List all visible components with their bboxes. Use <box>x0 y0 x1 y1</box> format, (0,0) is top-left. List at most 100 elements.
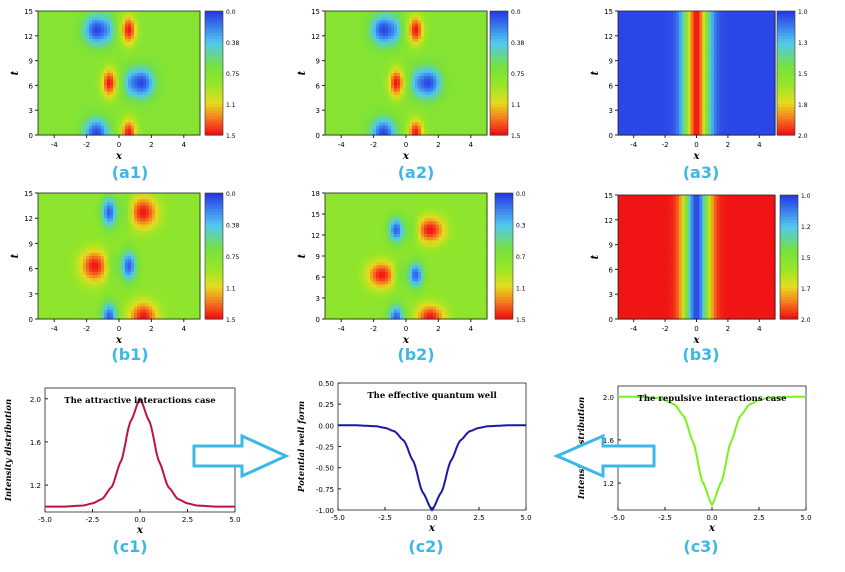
heatmap-cell <box>430 14 434 18</box>
heatmap-cell <box>409 79 413 83</box>
heatmap-cell <box>122 88 126 93</box>
heatmap-cell <box>424 66 428 71</box>
heatmap-cell <box>125 76 129 80</box>
heatmap-cell <box>370 113 374 117</box>
heatmap-cell <box>343 79 347 83</box>
heatmap-cell <box>328 23 332 28</box>
heatmap-cell <box>337 125 341 130</box>
heatmap-cell <box>632 110 637 114</box>
heatmap-cell <box>475 113 479 117</box>
heatmap-cell <box>197 11 201 15</box>
heatmap-cell <box>122 38 126 43</box>
heatmap-cell <box>626 79 631 83</box>
heatmap-cell <box>98 48 102 52</box>
heatmap-cell <box>176 35 180 40</box>
heatmap-cell <box>325 14 329 18</box>
heatmap-cell <box>418 66 422 71</box>
heatmap-cell <box>349 82 353 86</box>
heatmap-cell <box>364 54 368 59</box>
heatmap-cell <box>334 131 338 136</box>
heatmap-cell <box>325 11 329 15</box>
heatmap-cell <box>430 69 434 74</box>
heatmap-cell <box>337 122 341 127</box>
heatmap-cell <box>340 73 344 77</box>
heatmap-cell <box>122 82 126 86</box>
heatmap-cell <box>629 60 634 65</box>
heatmap-cell <box>652 125 657 130</box>
heatmap-cell <box>469 131 473 136</box>
heatmap-cell <box>68 11 72 15</box>
heatmap-cell <box>649 104 654 108</box>
heatmap-cell <box>116 82 120 86</box>
heatmap-cell <box>173 88 177 93</box>
heatmap-cell <box>638 42 642 46</box>
heatmap-cell <box>629 23 634 28</box>
heatmap-cell <box>388 94 392 99</box>
heatmap-cell <box>119 107 123 111</box>
heatmap-cell <box>101 26 105 31</box>
heatmap-cell <box>65 11 69 15</box>
heatmap-cell <box>68 128 72 133</box>
heatmap-cell <box>53 97 57 102</box>
heatmap-cell <box>355 110 359 114</box>
heatmap-cell <box>176 32 180 37</box>
colorbar-segment <box>490 57 508 62</box>
heatmap-cell <box>176 128 180 133</box>
heatmap-cell <box>83 54 87 59</box>
heatmap-cell <box>74 57 78 62</box>
heatmap-cell <box>328 82 332 86</box>
heatmap-cell <box>618 113 622 117</box>
y-tick-label: 15 <box>24 8 33 16</box>
heatmap-cell <box>107 66 111 71</box>
heatmap-cell <box>406 88 410 93</box>
heatmap-cell <box>325 35 329 40</box>
heatmap-cell <box>80 11 84 15</box>
heatmap-cell <box>122 119 126 124</box>
heatmap-cell <box>412 48 416 52</box>
heatmap-cell <box>373 42 377 46</box>
heatmap-cell <box>146 79 150 83</box>
heatmap-cell <box>125 26 129 31</box>
heatmap-cell <box>388 104 392 108</box>
heatmap-cell <box>385 131 389 136</box>
heatmap-cell <box>382 23 386 28</box>
heatmap-cell <box>113 32 117 37</box>
heatmap-cell <box>349 48 353 52</box>
heatmap-cell <box>400 23 404 28</box>
heatmap-cell <box>83 88 87 93</box>
heatmap-cell <box>101 20 105 24</box>
heatmap-cell <box>83 113 87 117</box>
heatmap-cell <box>460 32 464 37</box>
heatmap-cell <box>125 82 129 86</box>
heatmap-cell <box>355 20 359 24</box>
heatmap-cell <box>391 57 395 62</box>
heatmap-cell <box>466 110 470 114</box>
heatmap-cell <box>457 76 461 80</box>
heatmap-cell <box>340 116 344 121</box>
heatmap-cell <box>618 73 622 77</box>
heatmap-cell <box>343 94 347 99</box>
heatmap-cell <box>47 85 51 90</box>
heatmap-cell <box>397 32 401 37</box>
heatmap-cell <box>173 122 177 127</box>
heatmap-cell <box>647 104 651 108</box>
heatmap-cell <box>98 69 102 74</box>
heatmap-cell <box>412 79 416 83</box>
heatmap-cell <box>632 85 637 90</box>
heatmap-cell <box>451 116 455 121</box>
heatmap-cell <box>460 45 464 49</box>
heatmap-cell <box>382 51 386 55</box>
heatmap-cell <box>337 79 341 83</box>
heatmap-cell <box>388 76 392 80</box>
heatmap-cell <box>137 45 141 49</box>
colorbar-segment <box>490 48 508 52</box>
heatmap-cell <box>182 17 186 21</box>
heatmap-cell <box>77 113 81 117</box>
heatmap-cell <box>367 17 371 21</box>
heatmap-cell <box>412 104 416 108</box>
heatmap-cell <box>164 79 168 83</box>
heatmap-cell <box>191 38 195 43</box>
heatmap-cell <box>442 69 446 74</box>
heatmap-cell <box>346 97 350 102</box>
heatmap-cell <box>77 119 81 124</box>
